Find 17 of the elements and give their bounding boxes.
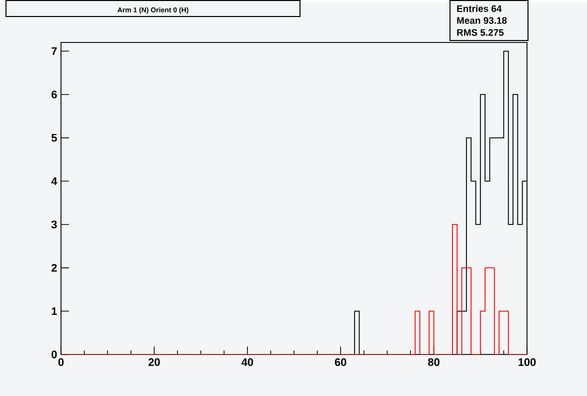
text: Mean 93.18 bbox=[457, 16, 507, 24]
y-tick-label: 6 bbox=[52, 90, 57, 98]
y-tick-label: 7 bbox=[52, 47, 57, 55]
y-tick-label: 4 bbox=[51, 177, 58, 185]
x-tick-label: 0 bbox=[58, 358, 64, 366]
text: RMS 5.275 bbox=[457, 28, 504, 36]
x-tick-label: 80 bbox=[428, 358, 440, 366]
y-tick-label: 0 bbox=[52, 350, 57, 358]
text: Entries 64 bbox=[457, 4, 502, 12]
y-tick-label: 2 bbox=[52, 264, 57, 272]
x-tick-label: 20 bbox=[148, 358, 160, 366]
x-tick-label: 100 bbox=[518, 358, 536, 366]
y-tick-label: 1 bbox=[52, 307, 57, 315]
x-tick-label: 60 bbox=[334, 358, 346, 366]
x-tick-label: 40 bbox=[241, 358, 254, 366]
y-tick-label: 5 bbox=[51, 134, 57, 142]
y-tick-label: 3 bbox=[51, 220, 57, 228]
